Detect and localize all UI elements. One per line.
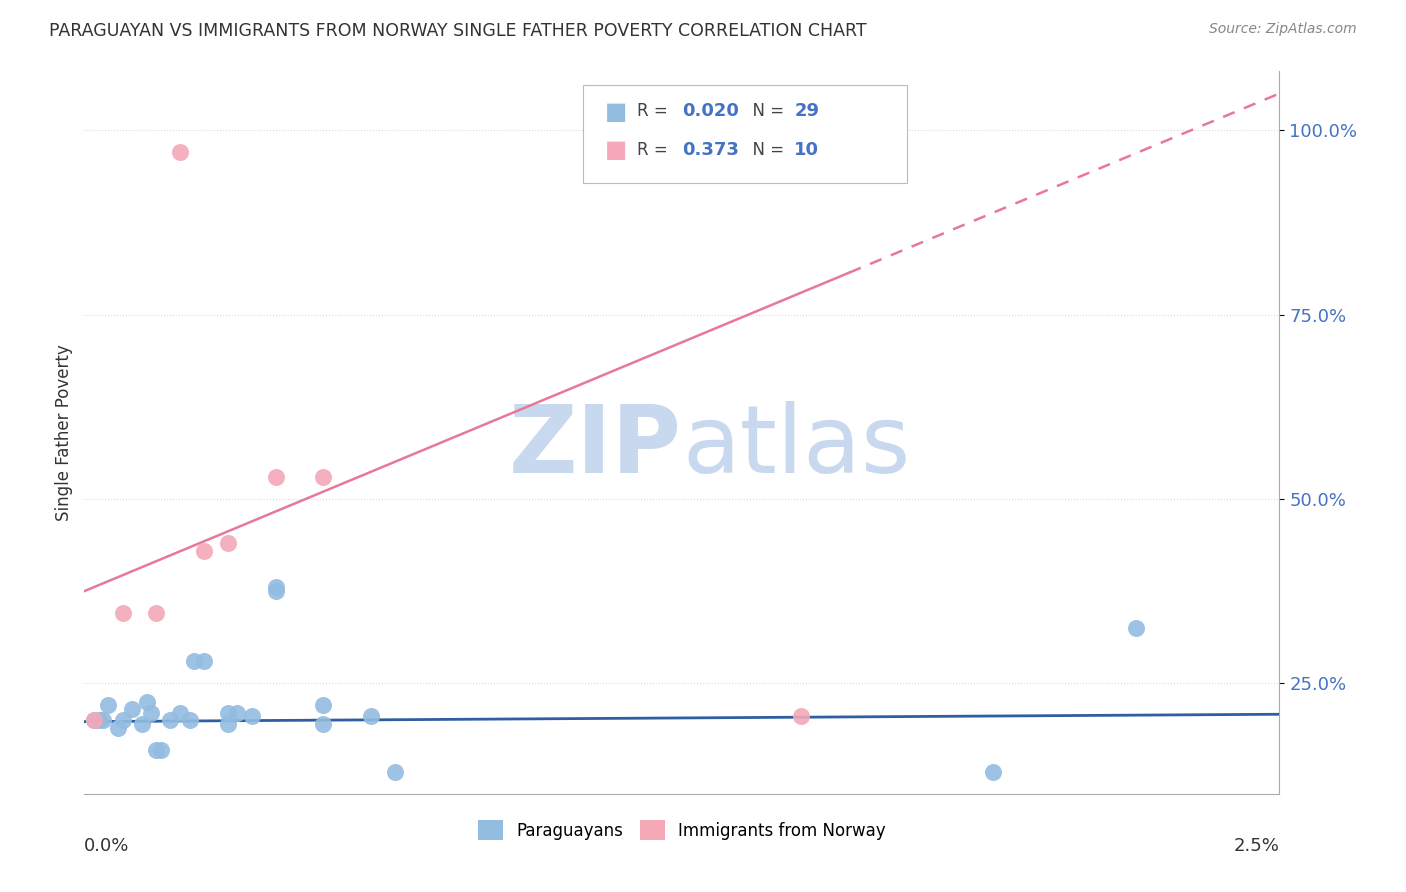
- Point: [183, 654, 205, 668]
- Point: [93, 713, 115, 727]
- Point: [149, 742, 172, 756]
- Point: [83, 713, 105, 727]
- Text: atlas: atlas: [682, 401, 910, 493]
- Text: N =: N =: [742, 141, 790, 159]
- Point: [169, 706, 191, 720]
- Point: [217, 716, 239, 731]
- Text: ■: ■: [605, 100, 627, 123]
- Text: Source: ZipAtlas.com: Source: ZipAtlas.com: [1209, 22, 1357, 37]
- Point: [179, 713, 201, 727]
- Point: [312, 470, 335, 484]
- Y-axis label: Single Father Poverty: Single Father Poverty: [55, 344, 73, 521]
- Point: [87, 713, 110, 727]
- Point: [121, 702, 143, 716]
- Text: 2.5%: 2.5%: [1233, 838, 1279, 855]
- Text: ZIP: ZIP: [509, 401, 682, 493]
- Point: [141, 706, 163, 720]
- Point: [264, 581, 287, 595]
- Text: 0.0%: 0.0%: [84, 838, 129, 855]
- Text: N =: N =: [742, 103, 790, 120]
- Point: [83, 713, 105, 727]
- Point: [131, 716, 153, 731]
- Point: [226, 706, 249, 720]
- Text: 29: 29: [794, 103, 820, 120]
- Point: [111, 713, 134, 727]
- Text: 0.020: 0.020: [682, 103, 738, 120]
- Point: [135, 695, 157, 709]
- Text: PARAGUAYAN VS IMMIGRANTS FROM NORWAY SINGLE FATHER POVERTY CORRELATION CHART: PARAGUAYAN VS IMMIGRANTS FROM NORWAY SIN…: [49, 22, 868, 40]
- Point: [264, 470, 287, 484]
- Point: [217, 706, 239, 720]
- Point: [97, 698, 120, 713]
- Point: [981, 764, 1004, 779]
- Text: R =: R =: [637, 141, 673, 159]
- Point: [145, 742, 167, 756]
- Point: [312, 698, 335, 713]
- Point: [193, 654, 215, 668]
- Point: [193, 543, 215, 558]
- Point: [107, 721, 129, 735]
- Point: [790, 709, 813, 723]
- Point: [111, 607, 134, 621]
- Text: 10: 10: [794, 141, 820, 159]
- Text: ■: ■: [605, 138, 627, 161]
- Point: [360, 709, 382, 723]
- Text: 0.373: 0.373: [682, 141, 738, 159]
- Point: [169, 145, 191, 160]
- Text: R =: R =: [637, 103, 673, 120]
- Point: [312, 716, 335, 731]
- Point: [217, 536, 239, 550]
- Point: [384, 764, 406, 779]
- Point: [145, 607, 167, 621]
- Point: [264, 584, 287, 599]
- Point: [159, 713, 181, 727]
- Point: [1125, 621, 1147, 635]
- Point: [240, 709, 263, 723]
- Legend: Paraguayans, Immigrants from Norway: Paraguayans, Immigrants from Norway: [471, 814, 893, 847]
